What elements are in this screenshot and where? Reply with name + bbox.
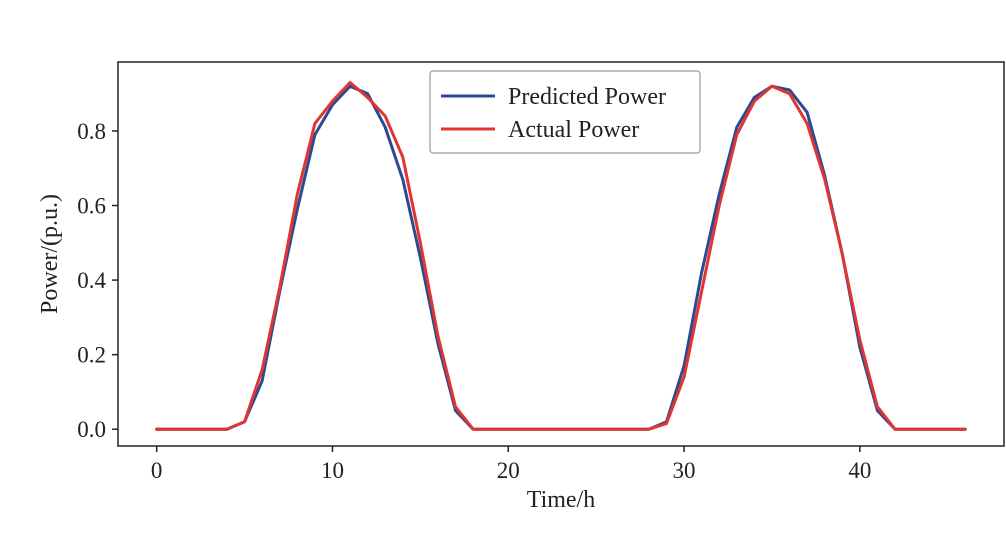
y-axis: 0.0 0.2 0.4 0.6 0.8 [77,119,118,442]
x-tick-label: 10 [321,458,344,483]
y-tick-label: 0.8 [77,119,106,144]
x-tick-label: 40 [848,458,871,483]
x-tick-label: 30 [673,458,696,483]
x-axis-title: Time/h [527,487,595,513]
legend-box [429,70,701,154]
legend-label-predicted-power: Predicted Power [508,84,666,110]
series-line-actual-power [155,81,967,431]
x-axis: 0 10 20 30 40 [151,446,871,483]
y-tick-label: 0.4 [77,268,106,293]
plot-frame [117,61,1005,447]
y-tick-label: 0.6 [77,194,106,219]
x-tick-label: 0 [151,458,163,483]
legend: Predicted Power Actual Power [429,70,701,154]
series-layer [155,81,967,431]
legend-label-actual-power: Actual Power [508,117,639,143]
y-tick-label: 0.2 [77,343,106,368]
y-tick-label: 0.0 [77,417,106,442]
x-tick-label: 20 [497,458,520,483]
y-axis-title: Power/(p.u.) [37,194,63,314]
